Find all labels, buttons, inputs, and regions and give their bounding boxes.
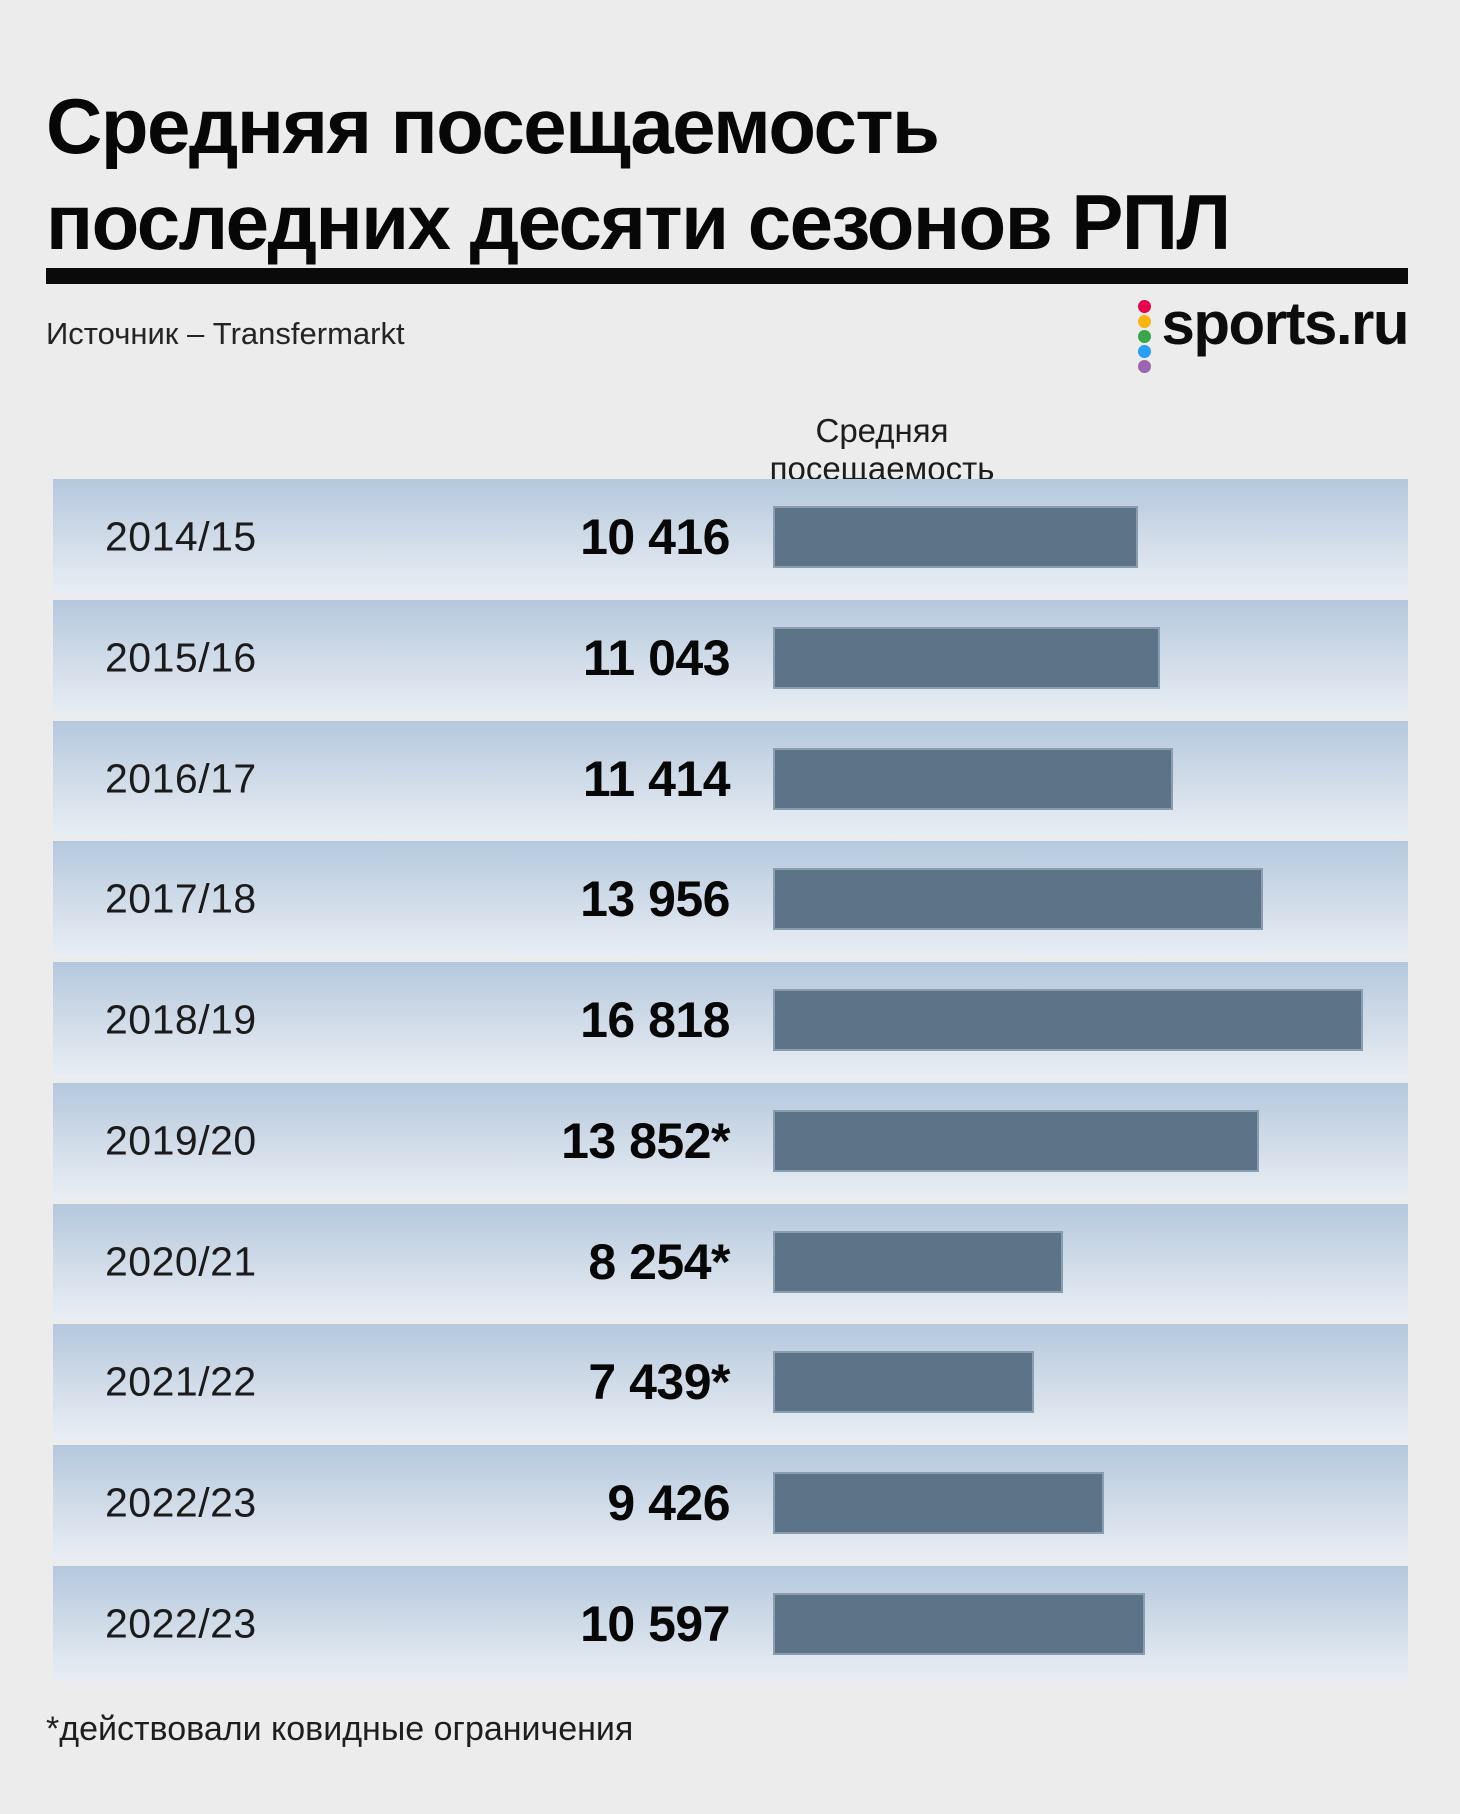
season-label: 2017/18 [105,875,257,922]
chart-rows: 2014/15 10 416 2015/16 11 043 2016/17 11… [53,479,1408,1682]
value-label: 16 818 [580,992,730,1048]
value-bar [773,747,1173,810]
chart-row: 2016/17 11 414 [53,720,1408,837]
logo-dot-icon [1138,315,1152,328]
value-label: 13 956 [580,871,730,928]
chart-row: 2017/18 13 956 [53,841,1408,958]
chart-row: 2022/23 9 426 [53,1445,1408,1561]
season-label: 2016/17 [105,755,257,801]
value-bar [773,506,1138,568]
column-header: Средняя посещаемость [769,412,995,487]
value-label: 11 043 [582,629,731,686]
divider-rule [46,268,1408,284]
season-label: 2021/22 [105,1358,257,1405]
chart-row: 2014/15 10 416 [53,479,1408,595]
value-label: 8 254* [588,1233,730,1290]
value-bar [773,1592,1145,1655]
value-label: 7 439* [588,1354,730,1411]
season-label: 2022/23 [105,1479,257,1526]
value-bar [773,989,1363,1051]
value-label: 11 414 [582,750,731,807]
chart-row: 2022/23 10 597 [53,1565,1408,1682]
value-bar [773,626,1160,689]
logo-text: sports.ru [1161,290,1409,357]
value-label: 9 426 [607,1475,730,1531]
chart-row: 2019/20 13 852* [53,1082,1408,1199]
chart-row: 2015/16 11 043 [53,599,1408,716]
season-label: 2019/20 [105,1117,257,1164]
season-label: 2018/19 [105,996,257,1043]
season-label: 2020/21 [105,1238,257,1284]
value-label: 10 416 [580,509,730,565]
logo-dot-icon [1138,360,1152,373]
value-bar [773,1109,1259,1172]
logo-dot-icon [1138,330,1152,343]
footnote: *действовали ковидные ограничения [46,1710,634,1748]
value-label: 10 597 [580,1595,730,1652]
logo-dots-icon [1138,300,1152,373]
value-label: 13 852* [561,1112,730,1169]
value-bar [773,1230,1063,1293]
value-bar [773,868,1263,931]
chart-row: 2021/22 7 439* [53,1324,1408,1441]
source-label: Источник – Transfermarkt [46,316,405,351]
page-title: Средняя посещаемость последних десяти се… [46,82,1231,267]
logo-dot-icon [1138,300,1152,313]
chart-row: 2018/19 16 818 [53,962,1408,1078]
season-label: 2022/23 [105,1600,257,1647]
chart-row: 2020/21 8 254* [53,1203,1408,1320]
value-bar [773,1472,1104,1534]
season-label: 2015/16 [105,634,257,681]
season-label: 2014/15 [105,513,257,560]
logo-dot-icon [1138,345,1152,358]
sports-ru-logo: sports.ru [1138,290,1409,373]
value-bar [773,1351,1034,1414]
